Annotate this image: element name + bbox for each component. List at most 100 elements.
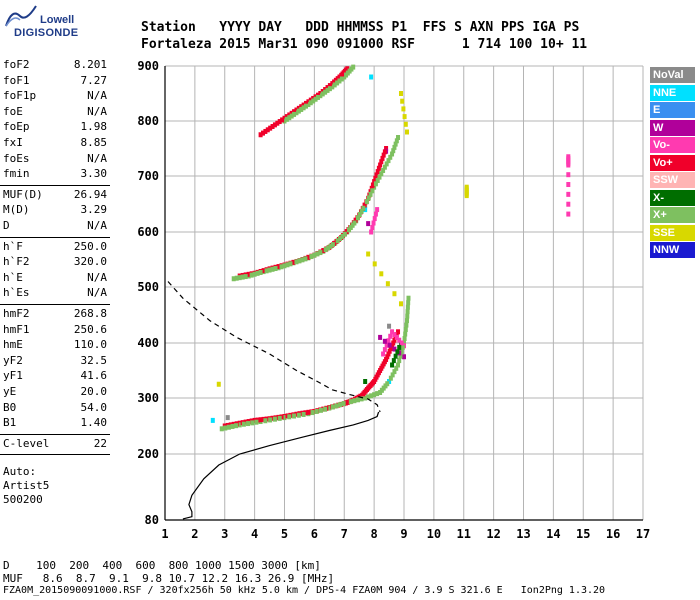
param-row-m-d-: M(D) 3.29 [3, 203, 107, 216]
param-row-yf2: yF2 32.5 [3, 354, 107, 367]
data-point [378, 162, 383, 168]
data-point [386, 158, 391, 164]
data-point [358, 393, 363, 399]
header-row-labels: Station YYYY DAY DDD HHMMSS P1 FFS S AXN… [141, 20, 580, 35]
legend-item-sse: SSE [650, 224, 695, 241]
param-row-c-level: C-level 22 [3, 437, 107, 450]
data-point [292, 111, 297, 117]
data-point [312, 252, 317, 258]
x-tick-label: 12 [486, 527, 500, 541]
param-label: B0 [3, 400, 17, 414]
data-point [270, 415, 275, 421]
x-tick-label: 13 [516, 527, 530, 541]
param-separator [0, 433, 110, 435]
data-point [287, 115, 292, 121]
data-point [402, 340, 406, 346]
param-label: hmE [3, 338, 23, 352]
data-point [402, 114, 407, 120]
data-point [315, 251, 320, 257]
param-row-fxi: fxI 8.85 [3, 136, 107, 149]
data-point [308, 100, 313, 106]
data-point [373, 175, 378, 181]
data-point [310, 410, 315, 416]
data-point [400, 344, 405, 350]
param-label: h`F [3, 239, 23, 253]
data-point [400, 98, 405, 104]
param-value: 320.0 [73, 255, 107, 269]
data-point [258, 132, 263, 138]
param-label: foE [3, 104, 23, 118]
electron-density-profile [182, 411, 380, 520]
data-point [341, 401, 346, 407]
param-value: N/A [87, 104, 107, 118]
param-label: C-level [3, 436, 50, 450]
x-tick-label: 16 [606, 527, 620, 541]
data-point [359, 208, 364, 214]
data-point [279, 264, 284, 270]
logo-text-digisonde: DIGISONDE [14, 27, 79, 39]
data-point [390, 151, 395, 157]
data-point [405, 309, 410, 315]
y-tick-label: 700 [137, 169, 159, 183]
param-row-d: D N/A [3, 219, 107, 232]
data-point [381, 152, 386, 158]
data-point [391, 358, 396, 364]
data-point [323, 406, 328, 412]
data-point [375, 169, 380, 175]
data-point [261, 268, 266, 274]
param-value: 22 [93, 436, 107, 450]
param-label: MUF(D) [3, 187, 43, 201]
data-point [226, 424, 231, 430]
data-point [268, 417, 273, 423]
data-point [390, 343, 395, 349]
data-point [323, 87, 328, 93]
data-point [270, 266, 275, 272]
legend-item-vo-: Vo+ [650, 154, 695, 171]
data-point [219, 426, 224, 432]
param-row-h-e: h`E N/A [3, 271, 107, 284]
data-point [318, 93, 323, 99]
data-point [246, 421, 251, 427]
data-point [306, 99, 311, 105]
footer-muf-row: MUF 8.6 8.7 9.1 9.8 10.7 12.2 16.3 26.9 … [3, 572, 335, 585]
data-point [404, 318, 409, 324]
data-point [381, 168, 386, 173]
data-point [301, 102, 306, 108]
data-point [392, 291, 397, 297]
data-point [230, 423, 235, 429]
data-point [404, 322, 409, 328]
data-point [348, 399, 353, 405]
data-point [399, 349, 404, 355]
data-point [359, 396, 364, 402]
data-point [313, 96, 318, 102]
param-label: foF1p [3, 89, 37, 103]
data-point [366, 394, 371, 400]
data-point [394, 334, 399, 340]
y-tick-label: 500 [137, 280, 159, 294]
data-point [394, 332, 399, 338]
data-point [382, 338, 387, 344]
data-point [263, 128, 268, 134]
data-point [276, 264, 281, 270]
data-point [405, 304, 410, 310]
data-point [289, 113, 294, 119]
digisonde-logo-mark [5, 5, 37, 27]
data-point [320, 91, 325, 97]
data-point [366, 251, 371, 257]
param-label: hmF1 [3, 322, 30, 336]
param-row-yf1: yF1 41.6 [3, 369, 107, 382]
data-point [361, 205, 366, 211]
param-value: N/A [87, 286, 107, 300]
data-point [318, 407, 323, 413]
x-tick-label: 2 [191, 527, 198, 541]
data-point [284, 114, 289, 120]
data-point [241, 421, 246, 427]
data-point [406, 295, 411, 301]
data-point [306, 254, 311, 260]
legend-item-noval: NoVal [650, 67, 695, 83]
data-point [323, 89, 328, 95]
data-point [234, 423, 239, 429]
data-point [368, 191, 373, 197]
data-point [399, 301, 404, 307]
param-value: 1.40 [80, 416, 108, 430]
